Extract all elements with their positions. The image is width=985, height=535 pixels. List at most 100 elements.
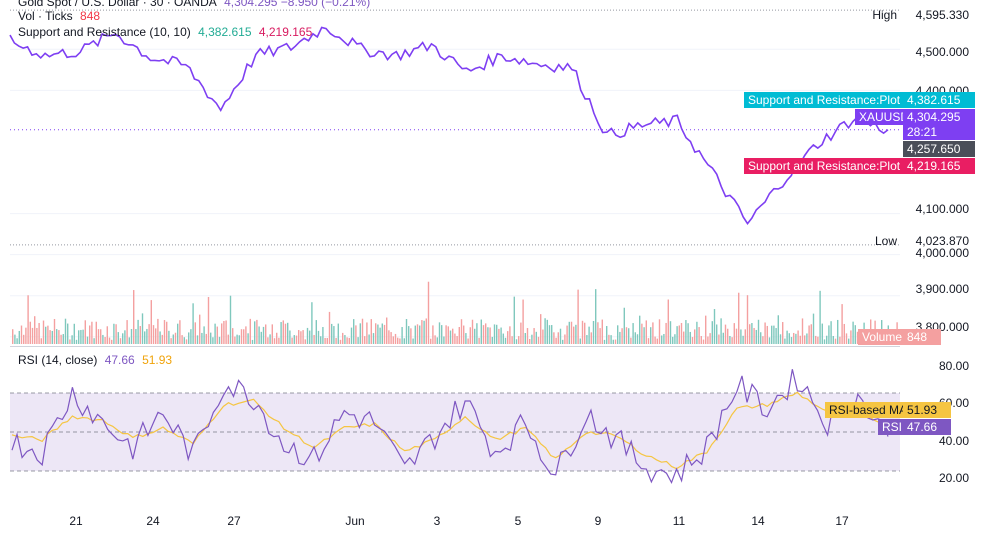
volume-bar — [786, 330, 788, 344]
volume-bar — [854, 325, 856, 344]
volume-bar — [291, 337, 293, 344]
volume-bar — [379, 327, 381, 344]
volume-bar — [86, 336, 89, 344]
volume-bar — [766, 325, 768, 344]
volume-bar — [478, 337, 480, 344]
volume-bar — [130, 329, 133, 344]
sr-legend-support: 4,219.165 — [258, 25, 313, 39]
volume-bar — [810, 324, 812, 344]
volume-bar — [185, 339, 188, 344]
volume-bar — [159, 331, 161, 344]
volume-bar — [326, 338, 328, 344]
volume-bar — [852, 321, 854, 344]
volume-bar — [562, 339, 564, 344]
time-tick-label: 3 — [434, 514, 441, 528]
volume-bar — [641, 323, 643, 344]
volume-bar — [265, 324, 267, 344]
volume-bar — [399, 338, 401, 344]
volume-bar — [685, 320, 687, 344]
pane-separator[interactable] — [10, 346, 900, 347]
volume-bar — [808, 325, 810, 344]
volume-bar — [524, 333, 526, 344]
volume-bar — [621, 328, 623, 344]
volume-bar — [815, 335, 817, 344]
volume-bar — [683, 331, 685, 344]
volume-bar — [731, 337, 733, 344]
volume-bar — [298, 330, 300, 344]
volume-bar — [694, 329, 696, 344]
volume-bar — [489, 327, 491, 344]
volume-bar — [172, 334, 174, 344]
volume-bar — [487, 327, 489, 344]
volume-bar — [366, 322, 368, 344]
low-value: 4,023.870 — [915, 234, 969, 248]
volume-bar — [658, 319, 661, 344]
volume-bar — [496, 324, 498, 344]
volume-bar — [284, 323, 287, 344]
volume-bar — [680, 322, 683, 344]
volume-bar — [203, 326, 205, 344]
volume-bar — [755, 329, 757, 344]
volume-bar — [775, 328, 777, 344]
volume-bar — [845, 333, 848, 344]
volume-bar — [678, 325, 680, 344]
volume-bar — [234, 336, 236, 344]
volume-bar — [148, 324, 150, 344]
volume-bar — [313, 334, 315, 344]
volume-bar — [106, 326, 108, 344]
volume-tag-value: 848 — [903, 329, 941, 345]
volume-bar — [474, 328, 476, 344]
volume-bar — [749, 324, 751, 344]
volume-bar — [513, 296, 515, 344]
volume-bar — [795, 333, 797, 344]
volume-bar — [573, 326, 575, 344]
volume-bar — [427, 281, 430, 344]
volume-bar — [361, 318, 364, 344]
volume-bar — [34, 316, 36, 344]
rsi-tick-20: 20.00 — [938, 471, 969, 485]
volume-bar — [742, 335, 744, 344]
volume-bar — [251, 339, 254, 344]
volume-bar — [194, 322, 196, 344]
volume-bar — [225, 320, 227, 344]
volume-bar — [133, 290, 135, 344]
crosshair-price-tag: 4,257.650 — [903, 141, 975, 157]
volume-bar — [317, 330, 320, 344]
volume-bar — [113, 323, 115, 344]
rsi-tag-label: RSI — [878, 419, 907, 435]
volume-bar — [236, 334, 238, 344]
volume-bar — [779, 334, 782, 344]
volume-bar — [575, 324, 577, 344]
volume-bar — [515, 339, 518, 344]
volume-bar — [458, 326, 460, 344]
volume-bar — [419, 325, 421, 344]
volume-bar — [590, 332, 592, 344]
volume-bar — [38, 322, 40, 344]
volume-bar — [430, 338, 432, 344]
volume-bar — [95, 321, 97, 344]
volume-bar — [553, 332, 555, 344]
volume-bar — [542, 329, 544, 344]
volume-bar — [267, 337, 269, 344]
volume-bar — [636, 334, 639, 344]
volume-bar — [665, 322, 667, 344]
volume-bar — [537, 336, 540, 344]
volume-bar — [623, 307, 625, 344]
volume-bar — [397, 337, 399, 344]
volume-bar — [177, 323, 179, 344]
volume-bar — [111, 339, 113, 344]
volume-bar — [69, 339, 71, 344]
volume-bar — [210, 332, 212, 344]
volume-bar — [493, 324, 496, 344]
volume-bar — [150, 300, 152, 344]
volume-bar — [502, 333, 504, 344]
volume-bar — [315, 320, 317, 344]
volume-bar — [610, 335, 612, 344]
volume-bar — [812, 313, 815, 344]
volume-bar — [436, 337, 438, 344]
volume-legend-value: 848 — [80, 9, 101, 23]
volume-bar — [311, 302, 313, 344]
volume-bar — [588, 326, 590, 344]
volume-bar — [744, 329, 746, 344]
